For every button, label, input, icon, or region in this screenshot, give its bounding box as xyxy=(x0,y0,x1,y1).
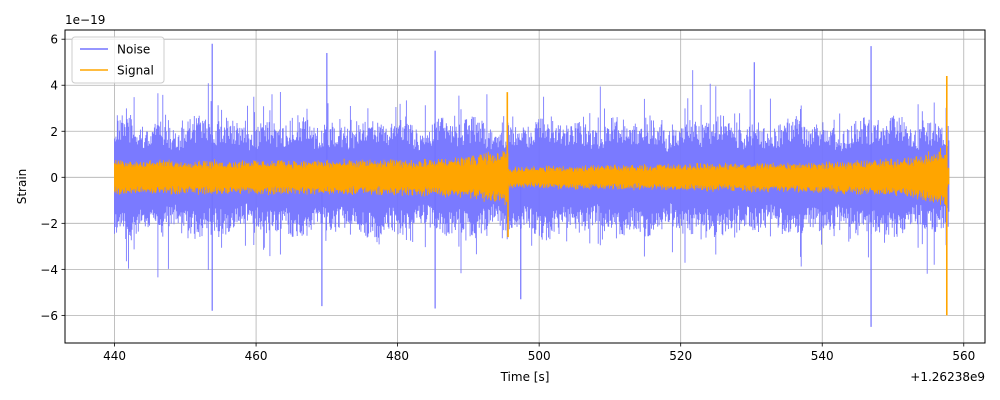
signal-trace xyxy=(114,148,950,207)
x-tick-label: 480 xyxy=(386,349,409,363)
y-axis-label: Strain xyxy=(15,169,29,205)
plot-frame xyxy=(64,29,986,344)
x-tick-label: 440 xyxy=(103,349,126,363)
x-tick-label: 540 xyxy=(811,349,834,363)
x-tick-label: 460 xyxy=(245,349,268,363)
legend-signal-label: Signal xyxy=(117,64,154,78)
legend-noise-label: Noise xyxy=(117,43,150,57)
y-tick-label: −6 xyxy=(40,309,58,323)
x-tick-label: 520 xyxy=(669,349,692,363)
x-axis-offset-text: +1.26238e9 xyxy=(910,370,985,384)
x-axis-ticks: 440 460 480 500 520 540 560 xyxy=(103,343,975,363)
x-axis-label: Time [s] xyxy=(500,370,550,384)
signal-series xyxy=(114,76,950,316)
x-tick-label: 500 xyxy=(528,349,551,363)
y-tick-label: 4 xyxy=(50,79,58,93)
y-axis-scale-text: 1e−19 xyxy=(65,13,105,27)
y-tick-label: 0 xyxy=(50,171,58,185)
y-tick-label: 6 xyxy=(50,33,58,47)
x-tick-label: 560 xyxy=(952,349,975,363)
y-tick-label: −4 xyxy=(40,263,58,277)
y-axis-ticks: −6 −4 −2 0 2 4 6 xyxy=(40,33,65,323)
y-tick-label: −2 xyxy=(40,217,58,231)
y-tick-label: 2 xyxy=(50,125,58,139)
legend: Noise Signal xyxy=(71,36,165,84)
